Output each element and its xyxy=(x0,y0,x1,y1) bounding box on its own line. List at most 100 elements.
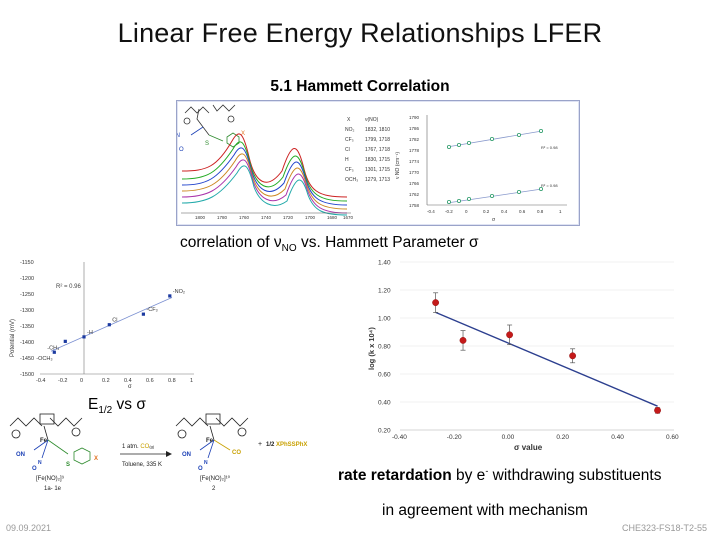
ir-table-header-x: X xyxy=(347,117,351,123)
nu-y-tick: 1774 xyxy=(409,159,420,164)
rate-point xyxy=(569,352,577,360)
potential-point xyxy=(82,335,86,339)
reaction-scheme: Fe ON O N S X [Fe(NO)₂]⁹ 1a- 1e 1 atm. C… xyxy=(9,413,307,492)
ir-curves xyxy=(181,133,348,216)
reactant-x: X xyxy=(94,456,98,462)
rate-point xyxy=(432,299,440,306)
potential-y-tick: -1200 xyxy=(20,276,34,282)
nu-point xyxy=(466,197,471,202)
ir-curve-2 xyxy=(181,141,348,202)
nu-x-tick: 0.4 xyxy=(501,209,508,214)
nu-r2-bottom: R² = 0.98 xyxy=(541,183,558,188)
potential-x-ticks: -0.4 -0.2 0 0.2 0.4 0.6 0.8 1 xyxy=(36,378,193,384)
reactant-fe: Fe xyxy=(40,438,48,444)
reactant-label: [Fe(NO)₂]⁹ xyxy=(36,475,65,482)
ir-table-cell: 1279, 1713 xyxy=(365,177,390,183)
nu-point xyxy=(456,143,461,148)
ir-spectrum-figure: ON O S X 1800 1780 1760 1740 1720 1700 1… xyxy=(171,100,580,226)
nu-xlabel: σ xyxy=(492,217,496,223)
ir-table-header-nu: ν(NO) xyxy=(365,117,379,123)
potential-y-ticks: -1150 -1200 -1250 -1300 -1350 -1400 -1450 -1500 xyxy=(20,260,34,378)
rate-x-tick: -0.20 xyxy=(447,434,462,441)
product-co: CO xyxy=(232,450,241,456)
ir-x-tick: 1670 xyxy=(343,215,354,220)
rate-points xyxy=(432,292,661,414)
rate-x-tick: 0.40 xyxy=(611,434,624,441)
ir-table: X ν(NO) NO₂ 1832, 1810 CF₃ 1799, 1718 Cl… xyxy=(345,117,390,183)
potential-x-tick: 1 xyxy=(190,378,193,384)
rate-grid xyxy=(400,261,674,431)
nu-y-tick: 1762 xyxy=(409,192,420,197)
section-heading: 5.1 Hammett Correlation xyxy=(270,78,450,95)
mol-x-label: X xyxy=(241,131,245,137)
nu-point xyxy=(489,194,494,199)
nu-point xyxy=(489,137,494,142)
mol-o-label: O xyxy=(179,147,184,153)
rate-point xyxy=(654,406,661,414)
reactant-o: O xyxy=(32,466,37,472)
footer-code: CHE323-FS18-T2-55 xyxy=(622,523,708,533)
potential-x-tick: 0.8 xyxy=(168,378,176,384)
potential-point-label: -OCH₃ xyxy=(36,356,52,362)
footer-date: 09.09.2021 xyxy=(6,523,52,533)
potential-x-tick: -0.4 xyxy=(36,378,45,384)
nu-y-tick: 1782 xyxy=(409,137,420,142)
potential-point-label: Cl xyxy=(112,318,117,324)
rate-x-tick: 0.20 xyxy=(556,434,569,441)
potential-point-label: -NO₂ xyxy=(173,289,185,295)
nu-point xyxy=(516,133,521,138)
ir-x-ticks: 1800 1780 1760 1740 1720 1700 1680 1670 xyxy=(195,215,354,220)
rate-y-tick: 1.20 xyxy=(378,288,391,295)
nu-point xyxy=(466,141,471,146)
potential-ylabel: Potential (mV) xyxy=(10,319,16,357)
ir-x-tick: 1740 xyxy=(261,215,272,220)
potential-x-tick: 0.4 xyxy=(124,378,132,384)
reactant-n: N xyxy=(38,460,42,466)
ir-curve-4 xyxy=(181,153,348,210)
reagent-bottom: Toluene, 335 K xyxy=(122,462,162,468)
rate-y-tick: 1.40 xyxy=(378,260,391,267)
rate-y-tick: 1.00 xyxy=(378,316,391,323)
potential-chart: -1150 -1200 -1250 -1300 -1350 -1400 -1450 -1500… xyxy=(10,260,194,390)
nu-point xyxy=(446,200,451,205)
rate-y-tick: 0.40 xyxy=(378,400,391,407)
rate-fit-line xyxy=(435,311,658,407)
nu-y-ticks: 1790 1786 1782 1778 1774 1770 1766 1762 … xyxy=(409,115,420,208)
molecule-sketch xyxy=(183,104,240,148)
potential-y-tick: -1250 xyxy=(20,292,34,298)
mol-s-label: S xyxy=(205,141,209,147)
reactant-complex xyxy=(9,413,91,465)
potential-point xyxy=(63,339,67,343)
rate-ylabel: log (k x 10⁴) xyxy=(367,327,376,370)
product-id: 2 xyxy=(212,486,216,492)
rate-y-tick: 0.80 xyxy=(378,344,391,351)
reactant-id: 1a- 1e xyxy=(44,486,62,492)
nu-x-tick: 1 xyxy=(559,209,562,214)
nu-y-tick: 1778 xyxy=(409,148,420,153)
rate-point xyxy=(506,331,514,339)
e12-caption: E1/2 vs σ xyxy=(88,396,146,417)
product-fe: Fe xyxy=(206,438,214,444)
ir-table-cell: NO₂ xyxy=(345,127,355,133)
potential-points: -OCH₃ -CH₃ -H Cl -CF₃ -NO₂ xyxy=(36,289,185,362)
nu-point xyxy=(516,190,521,195)
nu-y-tick: 1770 xyxy=(409,170,420,175)
nu-r2-top: R² = 0.98 xyxy=(541,145,558,150)
potential-x-tick: 0.2 xyxy=(102,378,110,384)
ir-table-cell: 1767, 1718 xyxy=(365,147,390,153)
nu-points-top xyxy=(446,128,543,150)
ir-curve-6 xyxy=(181,165,348,216)
ir-table-cell: 1301, 1715 xyxy=(365,167,390,173)
product-o: O xyxy=(198,466,203,472)
mol-on-label: ON xyxy=(177,133,180,139)
ir-x-tick: 1800 xyxy=(195,215,206,220)
reaction-arrowhead xyxy=(166,451,172,457)
potential-x-tick: 0 xyxy=(80,378,83,384)
potential-y-tick: -1400 xyxy=(20,340,34,346)
scheme-byproduct: 1/2 XPhSSPhX xyxy=(266,442,307,448)
potential-r2: R² = 0.96 xyxy=(56,284,82,290)
rate-y-tick: 0.60 xyxy=(378,372,391,379)
ir-x-tick: 1700 xyxy=(305,215,316,220)
rate-x-tick: 0.00 xyxy=(502,434,515,441)
product-label: [Fe(NO)₂]¹⁰ xyxy=(200,475,231,482)
